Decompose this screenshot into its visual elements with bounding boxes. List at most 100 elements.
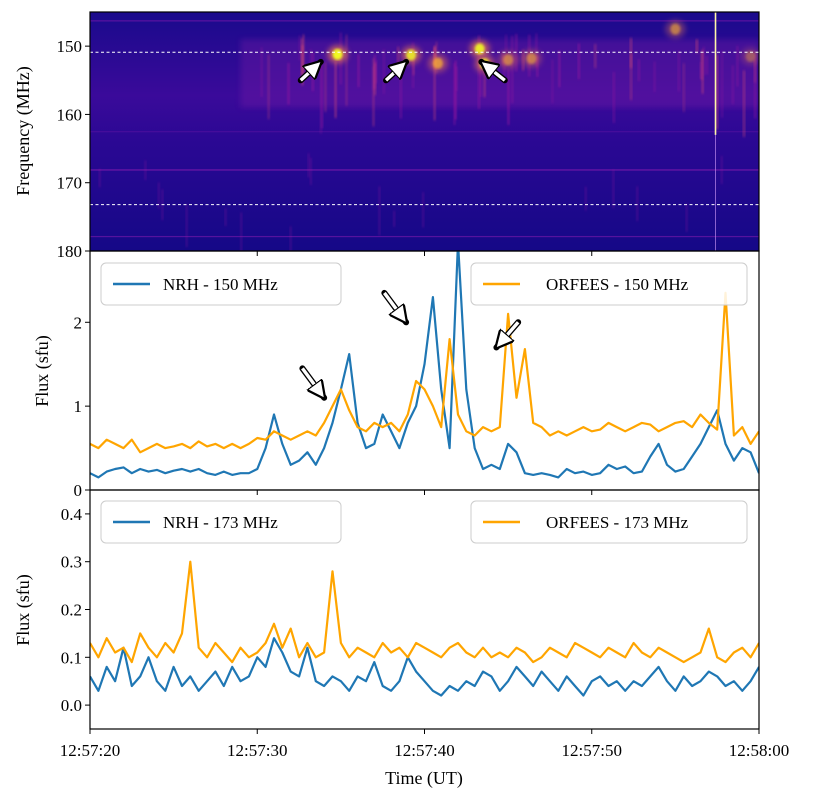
- emission-streak: [612, 71, 615, 123]
- arrow-shaft: [299, 62, 321, 82]
- burst-core: [526, 52, 537, 64]
- flux-150mhz-panel: 0 1 2 Flux (sfu) NRH - 150 MHz ORFEES - 15…: [32, 250, 760, 500]
- emission-streak: [551, 59, 554, 104]
- emission-streak: [511, 35, 514, 104]
- emission-streak: [585, 186, 587, 211]
- spectrogram-image: [90, 12, 759, 251]
- emission-streak: [267, 54, 270, 120]
- emission-streak: [685, 203, 688, 232]
- emission-streak: [677, 50, 680, 92]
- series-line-orfees: [90, 560, 759, 664]
- legend-nrh-173: NRH - 173 MHz: [100, 500, 342, 544]
- emission-streak: [320, 64, 322, 134]
- x-tick-label: 12:57:20: [60, 741, 120, 760]
- emission-streak: [393, 210, 395, 228]
- y-tick-label: 0.0: [61, 696, 82, 715]
- y-tick-label: 0.1: [61, 648, 82, 667]
- emission-streak: [638, 59, 640, 82]
- arrow-shaft: [496, 321, 520, 347]
- y-tick-label: 0.2: [61, 601, 82, 620]
- burst-core: [474, 43, 485, 55]
- emission-streak: [378, 186, 381, 236]
- arrow-shaft: [301, 367, 324, 397]
- emission-streak: [702, 46, 705, 76]
- legend-label-orfees-150: ORFEES - 150 MHz: [546, 275, 689, 294]
- emission-streak: [716, 54, 719, 130]
- x-tick-label: 12:57:40: [394, 741, 454, 760]
- emission-streak: [754, 51, 757, 119]
- emission-streak: [594, 43, 597, 69]
- emission-streak: [298, 35, 301, 61]
- emission-streak: [736, 45, 739, 87]
- burst-core: [745, 50, 756, 62]
- dynamic-spectrum-panel: 150 160 170 180 Frequency (MHz): [13, 11, 760, 261]
- emission-streak: [98, 168, 101, 188]
- y-tick-label: 180: [57, 242, 83, 261]
- emission-streak: [412, 57, 415, 76]
- series-line-nrh: [90, 637, 759, 697]
- emission-streak: [321, 62, 323, 129]
- emission-streak: [535, 33, 538, 68]
- arrow-shaft: [384, 62, 406, 82]
- emission-streak: [374, 62, 376, 96]
- emission-streak: [483, 62, 486, 98]
- y-tick-label: 0.3: [61, 553, 82, 572]
- x-tick-label: 12:57:50: [562, 741, 622, 760]
- x-axis: 12:57:20 12:57:30 12:57:40 12:57:50 12:58:00: [60, 251, 789, 760]
- burst-core: [432, 57, 443, 69]
- y-tick-label: 150: [57, 37, 83, 56]
- rfi-stripe: [90, 235, 759, 238]
- emission-streak: [302, 34, 305, 74]
- emission-streak: [505, 34, 507, 66]
- emission-streak: [507, 69, 510, 125]
- y-tick-label: 2: [74, 313, 83, 332]
- emission-streak: [720, 155, 723, 184]
- x-tick-label: 12:58:00: [729, 741, 789, 760]
- emission-streak: [454, 60, 457, 120]
- flux-173mhz-y-axis-label: Flux (sfu): [13, 574, 34, 646]
- flux-150mhz-series: [90, 251, 759, 479]
- emission-streak: [536, 55, 539, 77]
- emission-streak: [144, 160, 147, 181]
- flux-150mhz-arrows: [299, 289, 522, 398]
- emission-streak: [287, 62, 290, 105]
- legend-nrh-150: NRH - 150 MHz: [100, 262, 342, 306]
- y-tick-label: 0: [74, 481, 83, 500]
- legend-label-nrh-150: NRH - 150 MHz: [163, 275, 278, 294]
- flux-150mhz-y-ticks: 0 1 2: [74, 313, 90, 500]
- spectrum-y-ticks: 150 160 170 180: [57, 37, 90, 261]
- emission-streak: [399, 64, 402, 119]
- burst-core: [406, 49, 417, 61]
- arrow-shaft: [481, 62, 506, 82]
- emission-streak: [260, 47, 263, 97]
- legend-orfees-150: ORFEES - 150 MHz: [470, 262, 748, 306]
- emission-streak: [334, 61, 337, 118]
- y-tick-label: 1: [74, 397, 83, 416]
- emission-streak: [754, 59, 757, 83]
- emission-streak: [324, 62, 327, 112]
- frequency-guide-lines: [90, 51, 759, 206]
- emission-streak: [357, 54, 360, 88]
- flux-173mhz-panel: 0.0 0.1 0.2 0.3 0.4 Flux (sfu) NRH - 173 MHz…: [13, 489, 760, 730]
- spectrum-y-axis-label: Frequency (MHz): [13, 66, 34, 195]
- emission-streak: [558, 50, 561, 88]
- emission-streak: [630, 54, 632, 101]
- emission-streak: [612, 169, 615, 209]
- emission-streak: [577, 43, 580, 80]
- rfi-stripe: [90, 169, 759, 171]
- emission-streak: [721, 50, 723, 118]
- emission-streak: [345, 34, 348, 106]
- emission-streak: [455, 66, 458, 92]
- emission-streak: [480, 71, 482, 97]
- emission-streak: [158, 182, 160, 209]
- emission-streak: [372, 58, 375, 127]
- emission-streak: [240, 212, 242, 251]
- series-line-nrh: [90, 251, 759, 479]
- emission-streak: [383, 48, 385, 94]
- emission-streak: [705, 55, 708, 75]
- legend-label-nrh-173: NRH - 173 MHz: [163, 513, 278, 532]
- burst-core: [332, 48, 343, 60]
- emission-streak: [375, 60, 378, 84]
- x-axis-label: Time (UT): [385, 768, 463, 789]
